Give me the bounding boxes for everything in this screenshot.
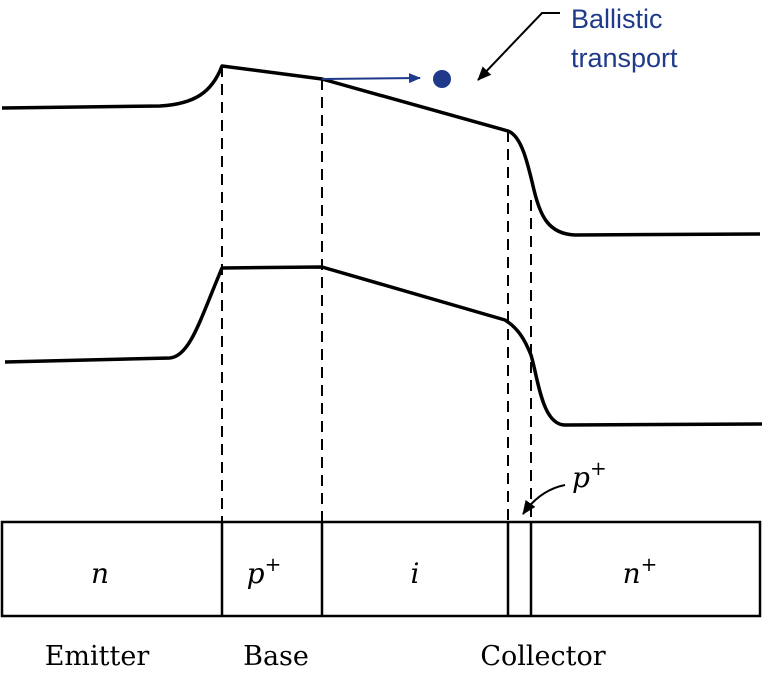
valence-band-curve	[4, 265, 763, 427]
emitter-layer-label: n	[91, 557, 109, 590]
annotation-line-1: Ballistic	[571, 4, 663, 34]
thin-layer-pointer	[522, 484, 566, 515]
base-label: Base	[243, 641, 309, 672]
intrinsic-layer-label: i	[411, 557, 420, 590]
base-layer-label: p+	[247, 552, 282, 590]
annotation-line-2: transport	[571, 43, 678, 73]
collector-layer-label: n+	[623, 552, 658, 590]
collector-label: Collector	[480, 641, 605, 672]
ballistic-arrow	[321, 73, 421, 84]
conduction-band-curve	[1, 64, 761, 237]
device-layer-box	[0, 520, 762, 618]
annotation-pointer	[477, 12, 560, 81]
electron-dot	[433, 70, 451, 88]
emitter-label: Emitter	[45, 641, 150, 672]
thin-layer-label: p+	[572, 456, 607, 494]
